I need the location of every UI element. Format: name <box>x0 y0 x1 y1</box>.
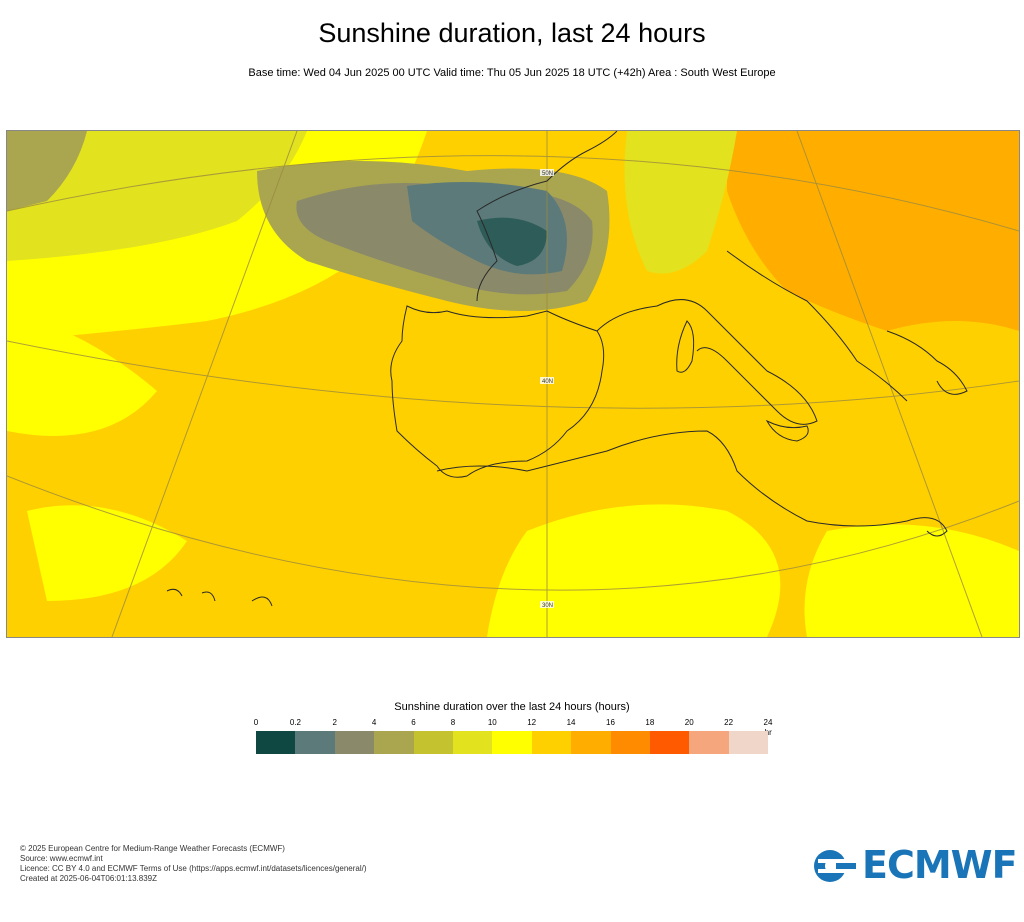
legend-swatch <box>452 731 493 754</box>
coast-greece <box>886 330 968 395</box>
region-west-yellow <box>7 311 157 436</box>
lat-label-50n: 50N <box>542 171 553 177</box>
coast-iberia <box>390 305 605 478</box>
legend-swatch <box>492 731 532 754</box>
legend-tick-label: 14 <box>566 718 576 727</box>
legend-tick-label: 0.2 <box>289 718 301 727</box>
legend-swatch <box>531 731 572 754</box>
graticule-meridian-west <box>111 131 298 637</box>
logo-inner-circle <box>825 859 839 873</box>
sunshine-map[interactable]: 50N 40N 30N <box>6 130 1020 638</box>
legend-swatch <box>610 731 650 754</box>
lat-label-30n: 30N <box>542 603 553 609</box>
footer-created: Created at 2025-06-04T06:01:13.839Z <box>20 874 157 883</box>
logo-inner-bar <box>836 863 856 869</box>
legend-swatch <box>728 731 769 754</box>
coast-corsica-sardinia <box>676 320 695 373</box>
legend-swatch <box>413 731 453 754</box>
coast-france <box>476 131 618 302</box>
legend-tick-label: 22 <box>724 718 734 727</box>
coast-sicily <box>765 419 809 442</box>
legend-tick-label: 20 <box>684 718 694 727</box>
legend-tick-label: 8 <box>450 718 456 727</box>
lat-label-40n-bg <box>540 377 554 384</box>
legend-tick-label: 24 <box>763 718 773 727</box>
coast-adriatic <box>726 250 908 402</box>
page-subtitle: Base time: Wed 04 Jun 2025 00 UTC Valid … <box>248 67 776 79</box>
legend-swatch <box>689 731 729 754</box>
lat-label-40n: 40N <box>542 379 553 385</box>
legend-swatch <box>295 731 335 754</box>
legend-swatch <box>334 731 375 754</box>
legend-tick-label: 16 <box>606 718 615 727</box>
ecmwf-logo-text: ECMWF <box>862 843 1018 887</box>
page-title: Sunshine duration, last 24 hours <box>318 18 706 48</box>
legend-tick-label: 4 <box>371 718 377 727</box>
legend-tick-label: 6 <box>411 718 416 727</box>
graticule-50n <box>7 155 1019 232</box>
graticule-30n <box>7 475 1019 591</box>
ecmwf-logo-icon <box>814 850 856 882</box>
coast-italy-west <box>596 299 818 425</box>
graticule-40n <box>7 340 1019 409</box>
legend-tick-label: 12 <box>527 718 537 727</box>
legend-tick-label: 10 <box>487 718 497 727</box>
coast-north-africa <box>436 430 948 537</box>
coastlines <box>166 131 968 607</box>
map-canvas: 50N 40N 30N <box>7 131 1019 637</box>
region-alps-light <box>624 131 737 274</box>
ecmwf-logo[interactable]: ECMWF <box>812 843 1018 887</box>
lat-labels: 50N 40N 30N <box>540 169 554 609</box>
footer-source: Source: www.ecmwf.int <box>20 854 103 863</box>
region-atlantic-light <box>7 131 307 261</box>
legend-tick-label: 0 <box>253 718 259 727</box>
legend-swatch <box>256 731 296 754</box>
lat-label-30n-bg <box>540 601 554 608</box>
graticule-meridian-east <box>796 131 983 637</box>
legend-colorbar <box>256 731 769 754</box>
region-libya-yellow <box>804 524 1019 637</box>
region-cloud-darkest <box>477 217 547 266</box>
lat-label-50n-bg <box>540 169 554 176</box>
legend-swatch <box>571 731 611 754</box>
footer-copyright: © 2025 European Centre for Medium-Range … <box>20 844 285 853</box>
coast-canaries <box>166 588 273 607</box>
legend-tick-label: 18 <box>645 718 655 727</box>
legend-tick-label: 2 <box>332 718 337 727</box>
legend-swatch <box>649 731 690 754</box>
legend-ticks: 0 0.2 2 4 6 8 10 12 14 16 18 20 22 24 <box>253 718 776 732</box>
footer: © 2025 European Centre for Medium-Range … <box>20 844 367 884</box>
footer-licence: Licence: CC BY 4.0 and ECMWF Terms of Us… <box>20 864 367 873</box>
region-southwest-yellow <box>27 505 187 601</box>
legend-swatch <box>374 731 414 754</box>
region-africa-yellow <box>487 504 781 637</box>
region-north-atlantic <box>7 131 87 211</box>
legend-title: Sunshine duration over the last 24 hours… <box>394 701 630 713</box>
